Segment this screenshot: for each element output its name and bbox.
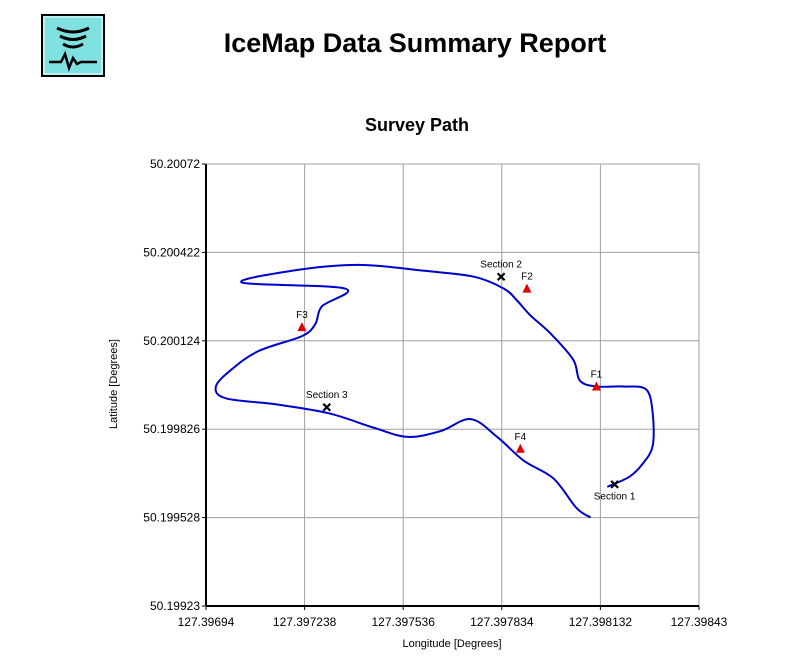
x-tick-label: 127.397834 (470, 615, 534, 629)
chart-title: Survey Path (365, 115, 469, 135)
plot-area (205, 163, 700, 607)
markers: F1 F2 F3 F4 Section 1 Section 2 Section 3 (296, 260, 636, 503)
x-tick-label: 127.39694 (178, 615, 235, 629)
x-tick-label: 127.397238 (273, 615, 337, 629)
feature-marker (297, 322, 307, 332)
report-title: IceMap Data Summary Report (223, 28, 607, 58)
section-marker (610, 480, 619, 489)
section-marker (322, 402, 332, 412)
marker-label: F4 (514, 432, 526, 443)
y-tick-label: 50.199528 (143, 511, 200, 525)
feature-marker (591, 381, 601, 391)
y-tick-label: 50.19923 (150, 599, 200, 613)
y-tick-label: 50.200422 (143, 245, 200, 259)
grid (205, 163, 700, 607)
survey-path-line (214, 263, 655, 518)
y-tick-label: 50.199826 (143, 422, 200, 436)
section-marker (496, 272, 506, 282)
x-axis-label: Longitude [Degrees] (402, 638, 501, 650)
marker-label: Section 2 (480, 260, 522, 271)
marker-label: F1 (591, 369, 603, 380)
marker-label: Section 1 (594, 491, 636, 502)
icemap-logo (41, 14, 105, 77)
y-axis-label: Latitude [Degrees] (108, 339, 120, 429)
y-tick-label: 50.200124 (143, 334, 200, 348)
x-tick-label: 127.397536 (371, 615, 435, 629)
feature-marker (515, 443, 525, 453)
feature-marker (522, 283, 532, 293)
survey-path-series (214, 263, 655, 518)
y-tick-label: 50.20072 (150, 157, 200, 171)
marker-label: F3 (296, 310, 308, 321)
axes: 127.39694 127.397238 127.397536 127.397834 1… (143, 157, 727, 629)
marker-label: F2 (521, 272, 533, 283)
marker-label: Section 3 (306, 390, 348, 401)
x-tick-label: 127.398132 (569, 615, 633, 629)
x-tick-label: 127.39843 (671, 615, 728, 629)
